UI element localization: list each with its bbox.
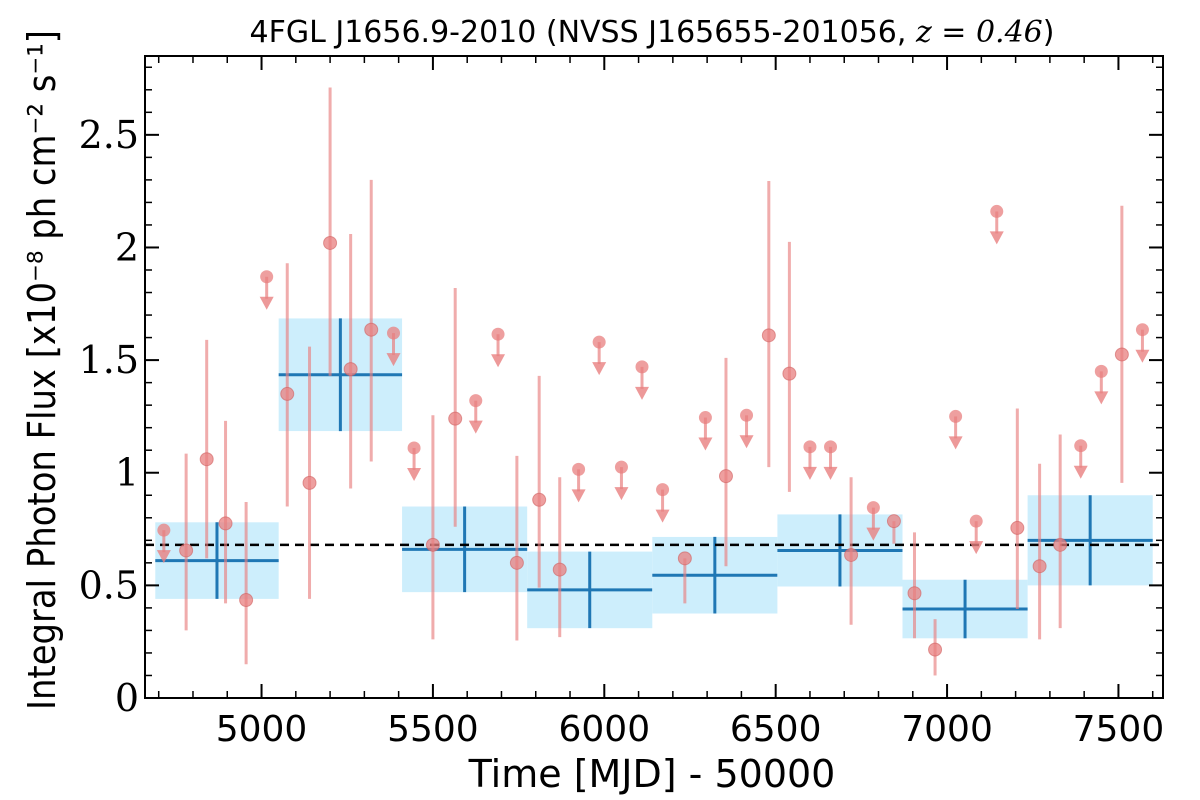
x-tick-label-0: 5000 <box>216 709 308 750</box>
upper-limit-14 <box>824 440 838 454</box>
data-point-15 <box>718 469 733 484</box>
upper-limit-arrow-9 <box>635 386 650 400</box>
plot-frame <box>144 55 1164 699</box>
upper-limit-arrow-2 <box>386 353 401 367</box>
x-tick-label-5: 7500 <box>1073 709 1165 750</box>
y-tick-label-5: 2.5 <box>79 113 139 157</box>
upper-limit-arrow-14 <box>823 466 838 480</box>
upper-limit-10 <box>656 483 670 497</box>
data-point-2 <box>218 516 233 531</box>
upper-limit-0 <box>157 523 171 537</box>
data-point-12 <box>532 492 547 507</box>
upper-limit-arrow-16 <box>948 436 963 450</box>
upper-limit-arrow-21 <box>1135 349 1150 363</box>
upper-limit-arrow-4 <box>468 420 483 434</box>
upper-limit-arrow-15 <box>866 527 881 541</box>
data-point-17 <box>782 366 797 381</box>
y-tick-label-3: 1.5 <box>79 338 139 382</box>
upper-limit-18 <box>990 204 1004 218</box>
data-point-8 <box>364 322 379 337</box>
upper-limit-arrow-0 <box>156 550 171 564</box>
upper-limit-6 <box>572 462 586 476</box>
data-point-5 <box>302 475 317 490</box>
x-tick-label-2: 6000 <box>558 709 650 750</box>
y-tick-label-0: 0 <box>115 676 139 720</box>
upper-limit-3 <box>407 441 421 455</box>
data-point-3 <box>239 593 254 608</box>
upper-limit-arrow-3 <box>407 467 422 481</box>
upper-limit-15 <box>866 501 880 515</box>
points-layer <box>179 87 1129 676</box>
upper-limit-21 <box>1135 323 1149 337</box>
upper-limit-1 <box>260 270 274 284</box>
chart-title: 4FGL J1656.9-2010 (NVSS J165655-201056, … <box>250 15 1055 50</box>
x-tick-label-1: 5500 <box>387 709 479 750</box>
bins-layer <box>155 318 1153 639</box>
upper-limit-7 <box>592 335 606 349</box>
upper-limits-layer <box>156 204 1150 564</box>
ticks-layer <box>145 56 1163 699</box>
upper-limit-8 <box>614 460 628 474</box>
upper-limit-2 <box>387 326 401 340</box>
data-point-22 <box>1010 520 1025 535</box>
upper-limit-17 <box>969 514 983 528</box>
upper-limit-arrow-7 <box>592 362 607 376</box>
x-axis-label: Time [MJD] - 50000 <box>468 752 836 796</box>
y-axis-label: Integral Photon Flux [x10⁻⁸ ph cm⁻² s⁻¹] <box>20 30 64 710</box>
data-point-6 <box>323 235 338 250</box>
upper-limit-arrow-12 <box>739 435 754 449</box>
data-point-18 <box>844 547 859 562</box>
y-tick-label-1: 0.5 <box>79 563 139 607</box>
upper-limit-arrow-6 <box>571 489 586 503</box>
upper-limit-arrow-8 <box>614 487 629 501</box>
data-point-20 <box>907 586 922 601</box>
upper-limit-5 <box>491 327 505 341</box>
data-point-4 <box>280 386 295 401</box>
data-point-21 <box>928 642 943 657</box>
upper-limit-arrow-11 <box>698 437 713 451</box>
upper-limit-arrow-13 <box>802 466 817 480</box>
data-point-11 <box>509 555 524 570</box>
upper-limit-16 <box>949 409 963 423</box>
data-point-1 <box>199 452 214 467</box>
upper-limit-arrow-17 <box>969 541 984 555</box>
upper-limit-arrow-18 <box>989 231 1004 245</box>
upper-limit-arrow-1 <box>259 296 274 310</box>
data-point-19 <box>886 514 901 529</box>
data-point-14 <box>677 551 692 566</box>
upper-limit-4 <box>469 394 483 408</box>
y-tick-label-4: 2 <box>115 225 139 269</box>
data-point-24 <box>1053 537 1068 552</box>
data-point-7 <box>343 362 358 377</box>
x-tick-label-3: 6500 <box>730 709 822 750</box>
data-point-0 <box>179 543 194 558</box>
upper-limit-arrow-10 <box>655 509 670 523</box>
upper-limit-13 <box>803 440 817 454</box>
upper-limit-11 <box>698 411 712 425</box>
upper-limit-arrow-5 <box>491 354 506 368</box>
data-point-16 <box>761 328 776 343</box>
upper-limit-19 <box>1074 439 1088 453</box>
data-point-23 <box>1032 559 1047 574</box>
upper-limit-20 <box>1094 364 1108 378</box>
data-point-25 <box>1114 347 1129 362</box>
upper-limit-arrow-19 <box>1073 465 1088 479</box>
data-point-13 <box>552 562 567 577</box>
y-tick-label-2: 1 <box>115 451 139 495</box>
upper-limit-9 <box>635 360 649 374</box>
x-tick-label-4: 7000 <box>901 709 993 750</box>
upper-limit-12 <box>740 408 754 422</box>
data-point-9 <box>425 537 440 552</box>
data-point-10 <box>448 411 463 426</box>
upper-limit-arrow-20 <box>1094 391 1109 405</box>
